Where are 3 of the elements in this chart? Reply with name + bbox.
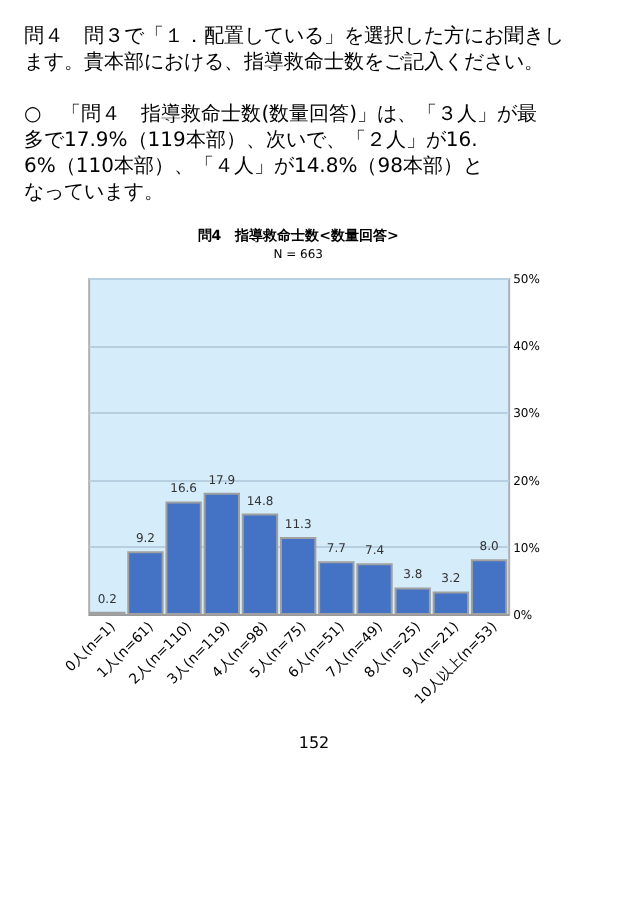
text: ○ 「問４ 指導救命士数(数量回答)」は、「３人」が最多で17.9%（119本部）、次いで、「２人」が16.6%（110本部）、「４人」が14.8%（98本部）となっています。 [24, 102, 538, 204]
text: 152 [298, 734, 330, 752]
text: 問４ 問３で「１．配置している」を選択した方にお聞きします。貴本部における、指導救命士数をご記入ください。 [24, 24, 564, 74]
